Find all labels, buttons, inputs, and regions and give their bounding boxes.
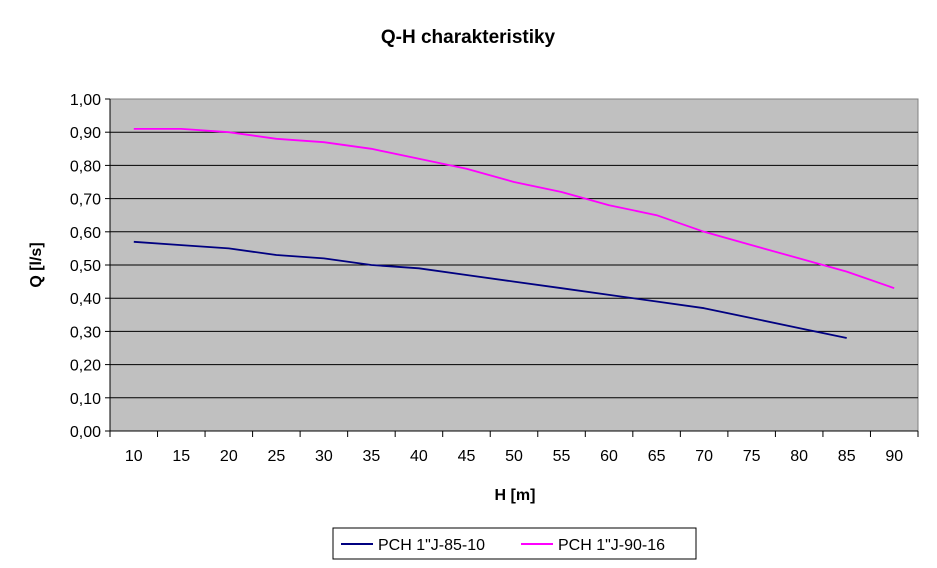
chart-title: Q-H charakteristiky xyxy=(381,27,556,48)
legend-label-pch-90-16: PCH 1"J-90-16 xyxy=(558,537,665,554)
y-tick-label: 0,50 xyxy=(70,258,101,275)
x-tick-label: 20 xyxy=(220,448,238,465)
x-tick-label: 75 xyxy=(743,448,761,465)
x-tick-label: 30 xyxy=(315,448,333,465)
x-axis-title: H [m] xyxy=(495,487,536,504)
series-line-pch-85-10 xyxy=(133,240,847,339)
x-tick-label: 65 xyxy=(648,448,666,465)
y-tick-label: 1,00 xyxy=(70,92,101,109)
x-tick-label: 60 xyxy=(600,448,618,465)
y-tick-label: 0,00 xyxy=(70,424,101,441)
x-tick-label: 70 xyxy=(695,448,713,465)
x-tick-label: 80 xyxy=(790,448,808,465)
gridlines xyxy=(110,131,918,399)
y-tick-label: 0,30 xyxy=(70,324,101,341)
y-tick-label: 0,90 xyxy=(70,125,101,142)
y-axis-title: Q [l/s] xyxy=(28,242,45,287)
y-tick-label: 0,60 xyxy=(70,225,101,242)
x-tick-label: 40 xyxy=(410,448,428,465)
legend: PCH 1"J-85-10 PCH 1"J-90-16 xyxy=(332,527,697,560)
x-tick-label: 85 xyxy=(838,448,856,465)
x-tick-label: 50 xyxy=(505,448,523,465)
series-lines xyxy=(133,127,895,339)
y-tick-label: 0,70 xyxy=(70,192,101,209)
y-tick-label: 0,40 xyxy=(70,291,101,308)
y-tick-labels: 0,00 0,10 0,20 0,30 0,40 0,50 0,60 0,70 0,80 0,90… xyxy=(70,92,101,441)
legend-label-pch-85-10: PCH 1"J-85-10 xyxy=(378,537,485,554)
x-tick-label: 25 xyxy=(267,448,285,465)
series-line-pch-90-16 xyxy=(133,127,895,290)
y-tick-label: 0,80 xyxy=(70,158,101,175)
axes xyxy=(105,98,919,437)
x-tick-label: 15 xyxy=(172,448,190,465)
x-tick-label: 35 xyxy=(363,448,381,465)
x-tick-label: 10 xyxy=(125,448,143,465)
x-tick-labels: 10 15 20 25 30 35 40 45 50 55 60 65 70 75 80 85 90 xyxy=(125,448,903,465)
x-tick-label: 45 xyxy=(458,448,476,465)
x-tick-label: 90 xyxy=(885,448,903,465)
x-tick-label: 55 xyxy=(553,448,571,465)
y-tick-label: 0,20 xyxy=(70,358,101,375)
legend-box xyxy=(332,527,697,560)
y-tick-label: 0,10 xyxy=(70,391,101,408)
